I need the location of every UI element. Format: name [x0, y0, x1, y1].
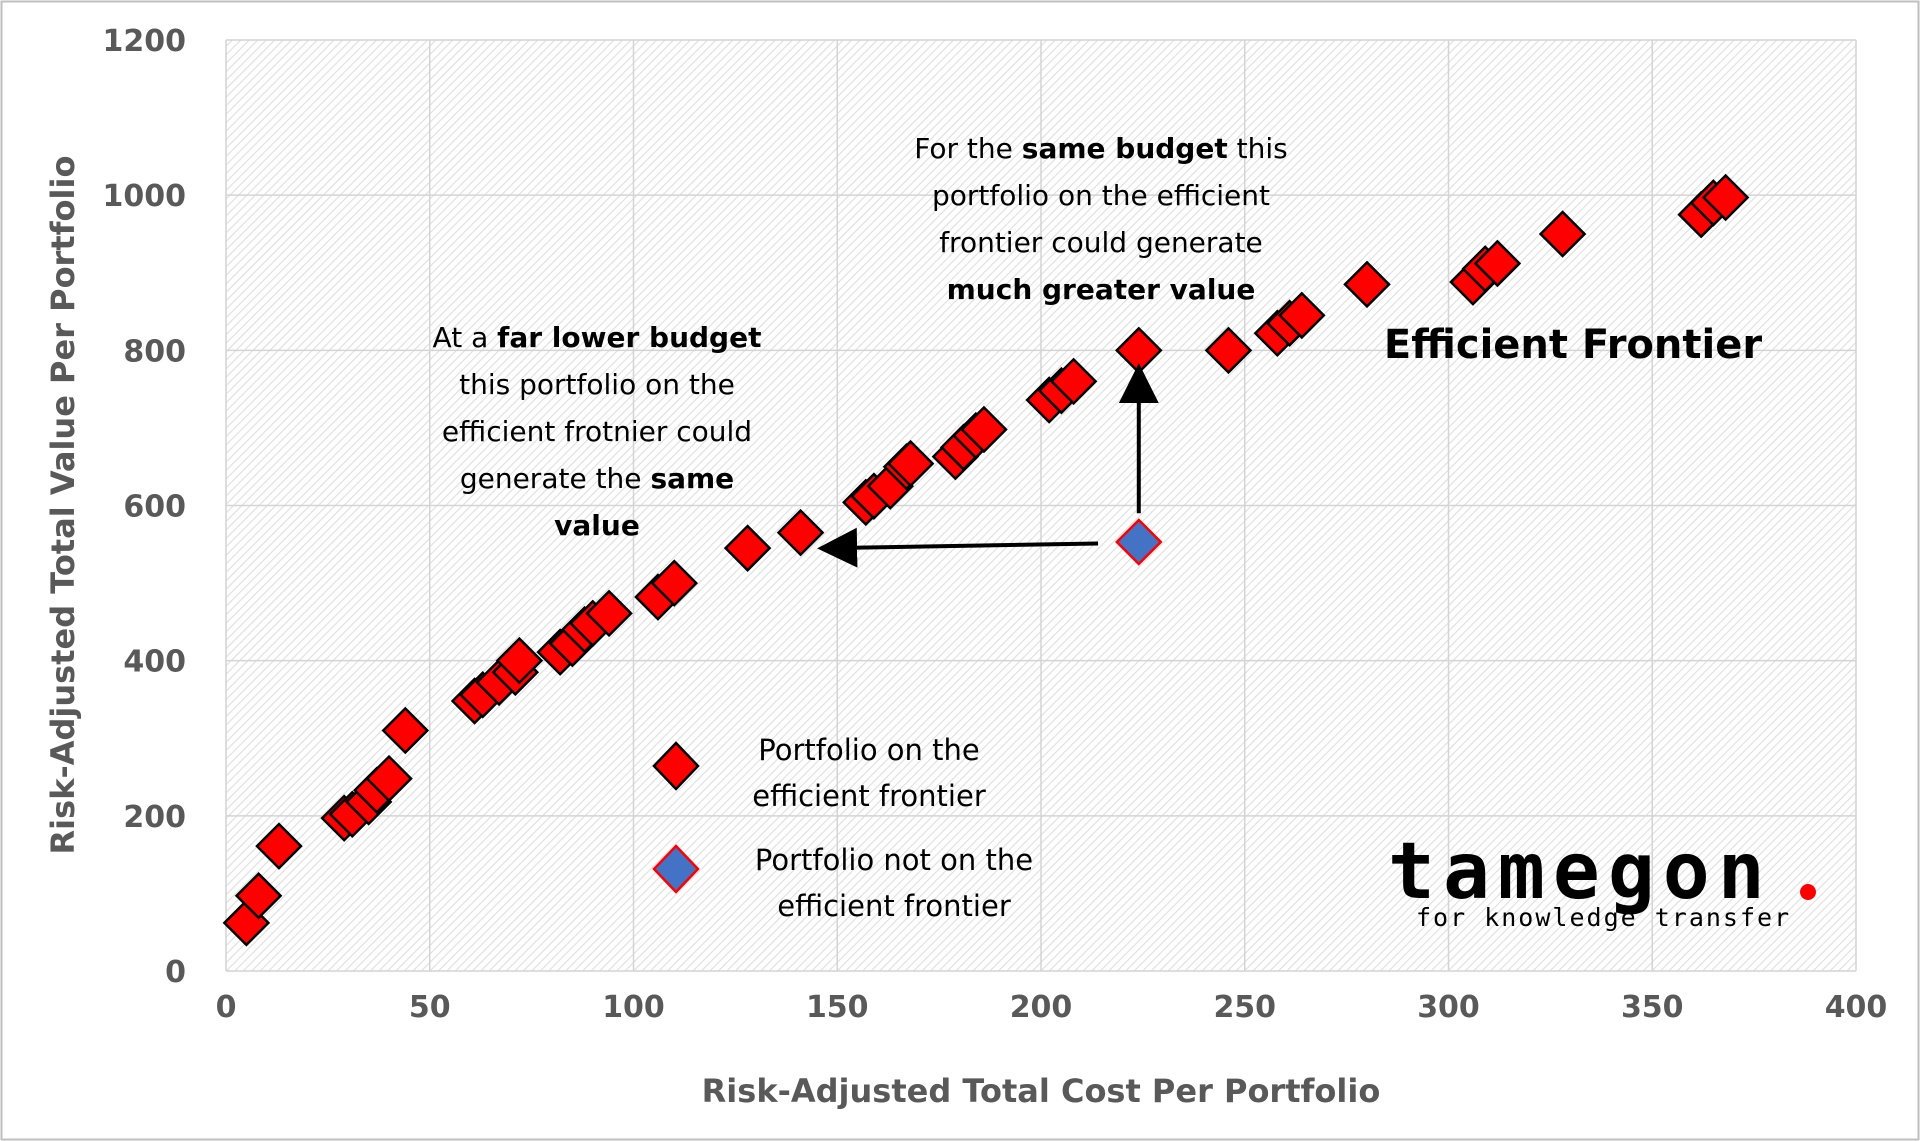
legend-label-not-on-frontier-line2: efficient frontier	[777, 889, 1011, 923]
annotation-line: generate the same	[460, 462, 734, 495]
x-axis-title: Risk-Adjusted Total Cost Per Portfolio	[702, 1072, 1381, 1110]
y-axis-title: Risk-Adjusted Total Value Per Portfolio	[44, 156, 82, 855]
tamegon-logo: tamegon for knowledge transfer	[1388, 827, 1816, 932]
x-tick-label: 150	[806, 990, 869, 1025]
annotation-same-budget: For the same budget this portfolio on the…	[914, 132, 1287, 306]
annotation-arrows	[817, 363, 1159, 568]
x-tick-label: 0	[216, 990, 237, 1025]
y-tick-label: 400	[123, 645, 186, 680]
annotation-line: For the same budget this	[914, 132, 1287, 165]
arrow-left	[817, 527, 1099, 568]
data-points	[222, 173, 1750, 947]
point-on-frontier	[1473, 239, 1522, 288]
logo-wordmark: tamegon	[1388, 827, 1773, 917]
point-on-frontier	[255, 822, 303, 870]
point-on-frontier	[234, 871, 283, 920]
point-on-frontier	[723, 524, 772, 572]
annotation-bold-run: much greater value	[947, 273, 1256, 306]
annotation-line: At a far lower budget	[433, 321, 762, 354]
legend-marker-on-frontier	[652, 741, 700, 791]
annotation-line: this portfolio on the	[459, 368, 735, 401]
y-tick-label: 0	[165, 955, 186, 990]
legend-marker-not-on-frontier	[652, 844, 700, 894]
annotation-line: efficient frotnier could	[442, 415, 752, 448]
gridlines	[225, 39, 1857, 972]
annotation-run: portfolio on the efficient	[932, 179, 1270, 212]
annotation-lower-budget: At a far lower budget this portfolio on t…	[433, 321, 762, 542]
y-tick-label: 1200	[103, 24, 187, 59]
annotation-run: frontier could generate	[939, 226, 1263, 259]
annotation-run: At a	[433, 321, 498, 354]
annotation-bold-run: same budget	[1022, 132, 1228, 165]
point-on-frontier	[1278, 291, 1326, 340]
annotation-line: frontier could generate	[939, 226, 1263, 259]
annotation-run: this portfolio on the	[459, 368, 735, 401]
annotation-line: much greater value	[947, 273, 1256, 306]
point-on-frontier	[650, 559, 699, 607]
logo-dot	[1800, 884, 1816, 900]
point-on-frontier	[960, 405, 1008, 454]
point-on-frontier	[585, 589, 633, 638]
annotation-line: portfolio on the efficient	[932, 179, 1270, 212]
x-tick-label: 250	[1213, 990, 1276, 1025]
x-tick-label: 200	[1010, 990, 1073, 1025]
x-tick-label: 350	[1621, 990, 1684, 1025]
point-on-frontier	[1204, 326, 1253, 375]
legend-label-on-frontier-line2: efficient frontier	[752, 779, 986, 813]
annotation-run: For the	[914, 132, 1022, 165]
legend-label-on-frontier-line1: Portfolio on the	[758, 733, 979, 767]
point-on-frontier	[1049, 357, 1098, 406]
x-tick-label: 400	[1825, 990, 1888, 1025]
y-tick-label: 600	[123, 490, 186, 525]
y-tick-label: 1000	[103, 179, 187, 214]
point-on-frontier	[886, 439, 935, 488]
x-axis-ticks: 0 50 100 150 200 250 300 350 400	[216, 990, 1888, 1025]
annotation-run: generate the	[460, 462, 651, 495]
y-axis-ticks: 0 200 400 600 800 1000 1200	[103, 24, 187, 990]
annotation-run: this	[1228, 132, 1288, 165]
point-on-frontier	[495, 636, 544, 685]
annotation-run: efficient frotnier could	[442, 415, 752, 448]
logo-tagline: for knowledge transfer	[1416, 903, 1791, 932]
annotation-bold-run: far lower budget	[497, 321, 761, 354]
annotation-bold-run: value	[554, 509, 640, 542]
efficient-frontier-label: Efficient Frontier	[1384, 322, 1762, 368]
point-on-frontier	[776, 508, 825, 557]
y-tick-label: 800	[123, 334, 186, 369]
x-tick-label: 100	[602, 990, 665, 1025]
annotation-bold-run: same	[650, 462, 734, 495]
legend-label-not-on-frontier-line1: Portfolio not on the	[755, 843, 1033, 877]
point-on-frontier	[1701, 173, 1750, 222]
point-on-frontier	[1343, 260, 1391, 309]
legend: Portfolio on the efficient frontier Port…	[652, 733, 1033, 923]
x-tick-label: 300	[1417, 990, 1480, 1025]
point-on-frontier	[365, 754, 413, 803]
point-on-frontier	[1538, 210, 1587, 258]
point-not-on-frontier	[1115, 518, 1163, 566]
annotation-line: value	[554, 509, 640, 542]
point-on-frontier	[381, 706, 430, 755]
y-tick-label: 200	[123, 800, 186, 835]
x-tick-label: 50	[409, 990, 451, 1025]
